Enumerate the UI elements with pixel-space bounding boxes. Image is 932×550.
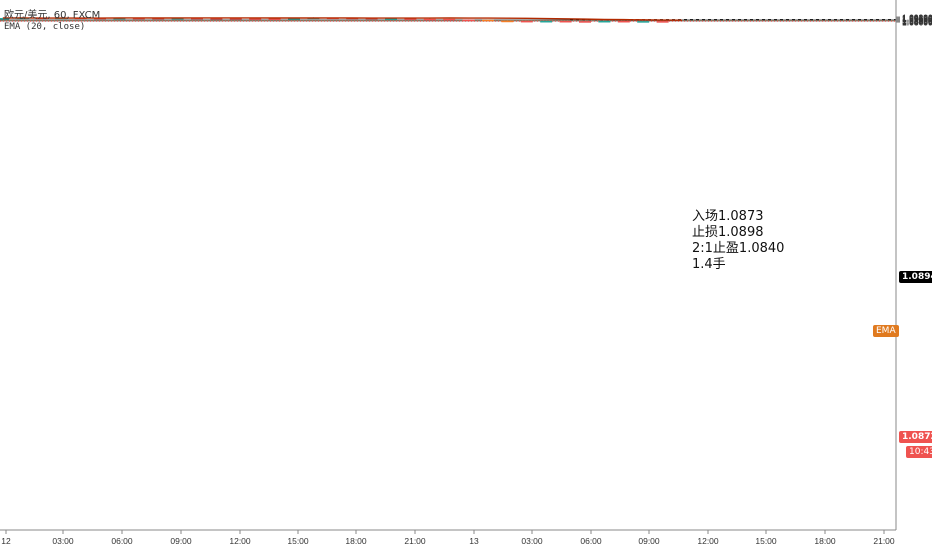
- time-tick-label: 03:00: [52, 536, 74, 546]
- ema-indicator-legend: EMA (20, close): [4, 22, 86, 32]
- candle-body: [540, 20, 553, 23]
- candle-body: [482, 19, 494, 22]
- price-tick-label: 1.08750: [902, 17, 932, 27]
- time-tick-label: 09:00: [638, 536, 660, 546]
- price-tick-label: 1.08900: [902, 15, 932, 25]
- price-tick-label: 1.09000: [902, 15, 932, 25]
- annotation-lot-size: 1.4手: [692, 257, 726, 272]
- ema-line: [2, 17, 683, 21]
- price-tick-label: 1.09200: [902, 13, 932, 23]
- price-tick-label: 1.08600: [902, 18, 932, 28]
- time-tick-label: 06:00: [111, 536, 133, 546]
- candle-body: [559, 20, 572, 23]
- price-tick-label: 1.09050: [902, 14, 932, 24]
- candle-body: [656, 21, 669, 23]
- time-tick-label: 21:00: [873, 536, 895, 546]
- time-tick-label: 18:00: [814, 536, 836, 546]
- candle-body: [637, 21, 650, 23]
- stop-price-tag: 1.08943: [899, 271, 932, 283]
- candle-body: [617, 20, 630, 23]
- time-tick-label: 12: [1, 536, 11, 546]
- current-price-tag: 1.08720: [899, 431, 932, 443]
- candle-body: [520, 20, 533, 23]
- annotation-take-profit: 2:1止盈1.0840: [692, 241, 785, 256]
- candle-body: [0, 18, 9, 20]
- chart-symbol-legend: 欧元/美元, 60, FXCM: [4, 10, 101, 21]
- candle-body: [288, 18, 300, 20]
- time-tick-label: 15:00: [755, 536, 777, 546]
- time-tick-label: 12:00: [229, 536, 251, 546]
- candle-body: [598, 20, 611, 23]
- time-tick-label: 21:00: [404, 536, 426, 546]
- time-tick-label: 06:00: [580, 536, 602, 546]
- annotation-stop-loss: 止损1.0898: [692, 225, 764, 240]
- candle-body: [501, 20, 514, 23]
- candle-body: [229, 18, 242, 20]
- time-tick-label: 12:00: [697, 536, 719, 546]
- ema-price-tag: EMA: [873, 325, 899, 337]
- time-tick-label: 15:00: [287, 536, 309, 546]
- candle-body: [462, 19, 475, 22]
- candle-body: [385, 18, 397, 20]
- candle-body: [579, 21, 591, 23]
- time-tick-label: 18:00: [345, 536, 367, 546]
- time-tick-label: 03:00: [521, 536, 543, 546]
- price-tick-label: 1.08650: [902, 17, 932, 27]
- candle-body: [210, 18, 223, 20]
- bar-countdown-tag: 10:43: [906, 446, 932, 458]
- price-tick-label: 1.09300: [902, 13, 932, 23]
- candle-body: [268, 18, 281, 20]
- price-tick-label: 1.08850: [902, 16, 932, 26]
- time-tick-label: 13: [469, 536, 479, 546]
- price-tick-label: 1.08800: [902, 16, 932, 26]
- candle-body: [404, 18, 417, 20]
- price-tick-label: 1.09150: [902, 14, 932, 24]
- price-tick-label: 1.09100: [902, 14, 932, 24]
- candle-body: [443, 18, 456, 21]
- annotation-entry: 入场1.0873: [692, 209, 764, 224]
- time-tick-label: 09:00: [170, 536, 192, 546]
- price-tick-label: 1.09250: [902, 13, 932, 23]
- candle-body: [249, 18, 262, 20]
- candle-body: [423, 18, 436, 21]
